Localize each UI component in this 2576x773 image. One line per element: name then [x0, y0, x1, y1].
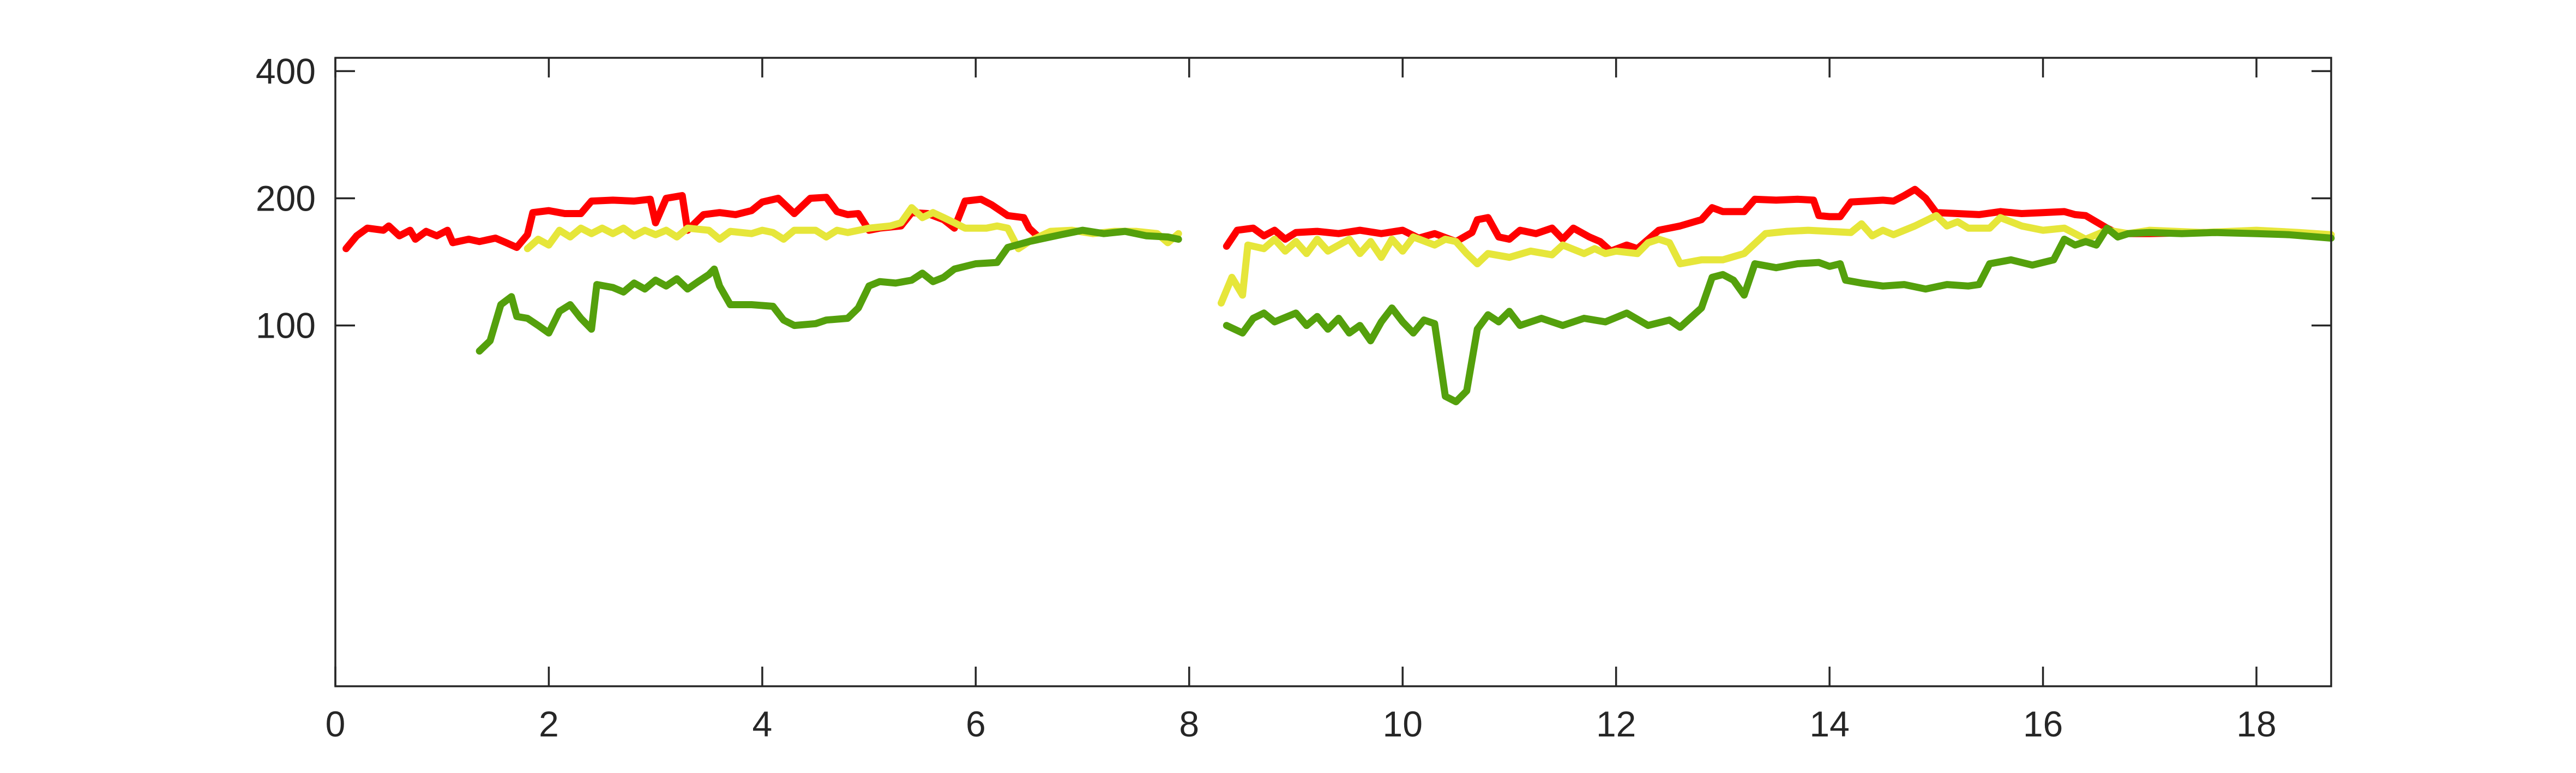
x-tick-labels: 0 2 4 6 8 10 12 14 16 18 — [326, 704, 2277, 744]
series-layer — [342, 185, 2335, 405]
y-tick-label-100: 100 — [256, 305, 316, 346]
x-tick-label-8: 8 — [1179, 704, 1199, 744]
y-tick-label-400: 400 — [256, 51, 316, 91]
y-tick-label-200: 200 — [256, 178, 316, 218]
series-1-segment-2-line — [1223, 185, 2324, 255]
plot-area-box — [334, 57, 2332, 687]
y-tick-labels: 100 200 400 — [256, 51, 316, 345]
x-tick-label-6: 6 — [966, 704, 986, 744]
series-3-segment-1-line — [476, 226, 1182, 355]
x-tick-label-12: 12 — [1596, 704, 1636, 744]
x-tick-label-4: 4 — [753, 704, 773, 744]
x-tick-label-14: 14 — [1809, 704, 1849, 744]
series-3-segment-2-line — [1223, 224, 2335, 405]
x-tick-label-2: 2 — [539, 704, 559, 744]
x-tick-label-10: 10 — [1383, 704, 1423, 744]
x-tick-label-0: 0 — [326, 704, 346, 744]
x-tick-label-16: 16 — [2023, 704, 2063, 744]
x-tick-label-18: 18 — [2236, 704, 2276, 744]
series-2-segment-2-line — [1218, 212, 2335, 307]
tick-layer — [334, 58, 2331, 686]
